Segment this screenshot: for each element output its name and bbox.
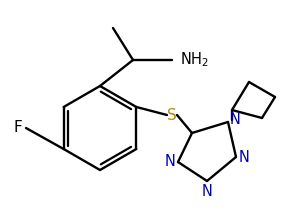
Text: N: N bbox=[165, 154, 176, 170]
Text: S: S bbox=[167, 108, 177, 122]
Text: N: N bbox=[239, 151, 250, 166]
Text: NH$_2$: NH$_2$ bbox=[180, 51, 209, 69]
Text: F: F bbox=[14, 121, 22, 135]
Text: N: N bbox=[201, 184, 212, 199]
Text: N: N bbox=[230, 112, 240, 128]
